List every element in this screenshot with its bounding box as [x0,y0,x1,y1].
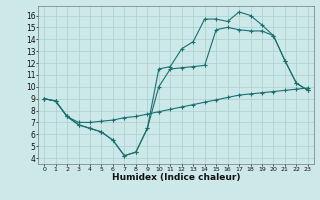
X-axis label: Humidex (Indice chaleur): Humidex (Indice chaleur) [112,173,240,182]
